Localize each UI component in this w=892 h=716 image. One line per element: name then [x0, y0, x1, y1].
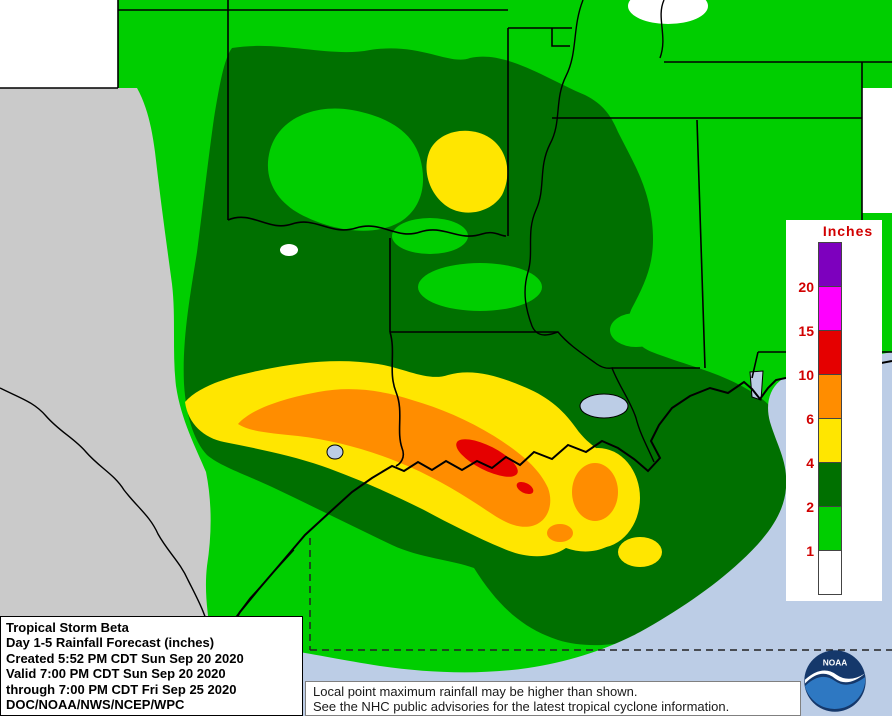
red-river-border — [227, 216, 507, 237]
agency-line: DOC/NOAA/NWS/NCEP/WPC — [6, 697, 185, 713]
gulf-of-mexico-water — [222, 352, 892, 716]
noaa-logo-sea — [804, 676, 866, 709]
legend-color-swatch: 1 — [806, 543, 842, 595]
barrier-islands — [225, 549, 295, 631]
seagull-icon — [804, 670, 866, 684]
legend-color-swatch: 4 — [806, 455, 842, 507]
legend-threshold-label: 10 — [798, 367, 814, 383]
tennessee-river — [659, 0, 665, 59]
rain-band-6-10in — [238, 389, 618, 542]
legend-color-swatch: 2 — [806, 499, 842, 551]
legend-threshold-label: 1 — [806, 543, 814, 559]
legend-threshold-label: 2 — [806, 499, 814, 515]
mississippi-river — [524, 0, 655, 463]
legend-scale: 20 15 10 6 4 2 1 — [798, 242, 878, 595]
forecast-info-box: Tropical Storm Beta Day 1-5 Rainfall For… — [0, 616, 303, 716]
no-data-region — [0, 88, 212, 716]
legend-threshold-label: 4 — [806, 455, 814, 471]
storm-name: Tropical Storm Beta — [6, 620, 129, 635]
legend-color-swatch: 10 — [798, 367, 842, 419]
created-time: Created 5:52 PM CDT Sun Sep 20 2020 — [6, 650, 244, 666]
forecast-domain-boundary — [309, 538, 892, 651]
legend-threshold-label: 6 — [806, 411, 814, 427]
legend-color-swatch — [818, 242, 842, 287]
legend-threshold-label: 15 — [798, 323, 814, 339]
lakes — [326, 370, 764, 460]
disclaimer-line-2: See the NHC public advisories for the la… — [313, 699, 730, 714]
rain-band-2-4in — [183, 45, 794, 646]
legend-color-swatch: 6 — [806, 411, 842, 463]
noaa-logo-text: NOAA — [823, 658, 847, 668]
noaa-logo: NOAA — [804, 650, 866, 712]
legend-threshold-label: 20 — [798, 279, 814, 295]
rain-band-under-1in — [0, 0, 892, 213]
product-title: Day 1-5 Rainfall Forecast (inches) — [6, 635, 215, 651]
valid-through-time: through 7:00 PM CDT Fri Sep 25 2020 — [6, 681, 237, 697]
rivers — [0, 0, 665, 641]
valid-time: Valid 7:00 PM CDT Sun Sep 20 2020 — [6, 666, 226, 682]
legend-color-swatch: 20 — [798, 279, 842, 331]
rainfall-legend: Inches 20 15 10 6 4 2 1 — [786, 220, 882, 601]
disclaimer-box: Local point maximum rainfall may be high… — [305, 681, 801, 716]
sabine-river-border — [389, 331, 405, 467]
legend-color-swatch: 15 — [798, 323, 842, 375]
rio-grande-river — [0, 387, 213, 641]
rain-band-10-15in — [456, 439, 534, 495]
gulf-coastline — [211, 360, 892, 649]
legend-title: Inches — [822, 223, 874, 239]
disclaimer-line-1: Local point maximum rainfall may be high… — [313, 684, 638, 699]
